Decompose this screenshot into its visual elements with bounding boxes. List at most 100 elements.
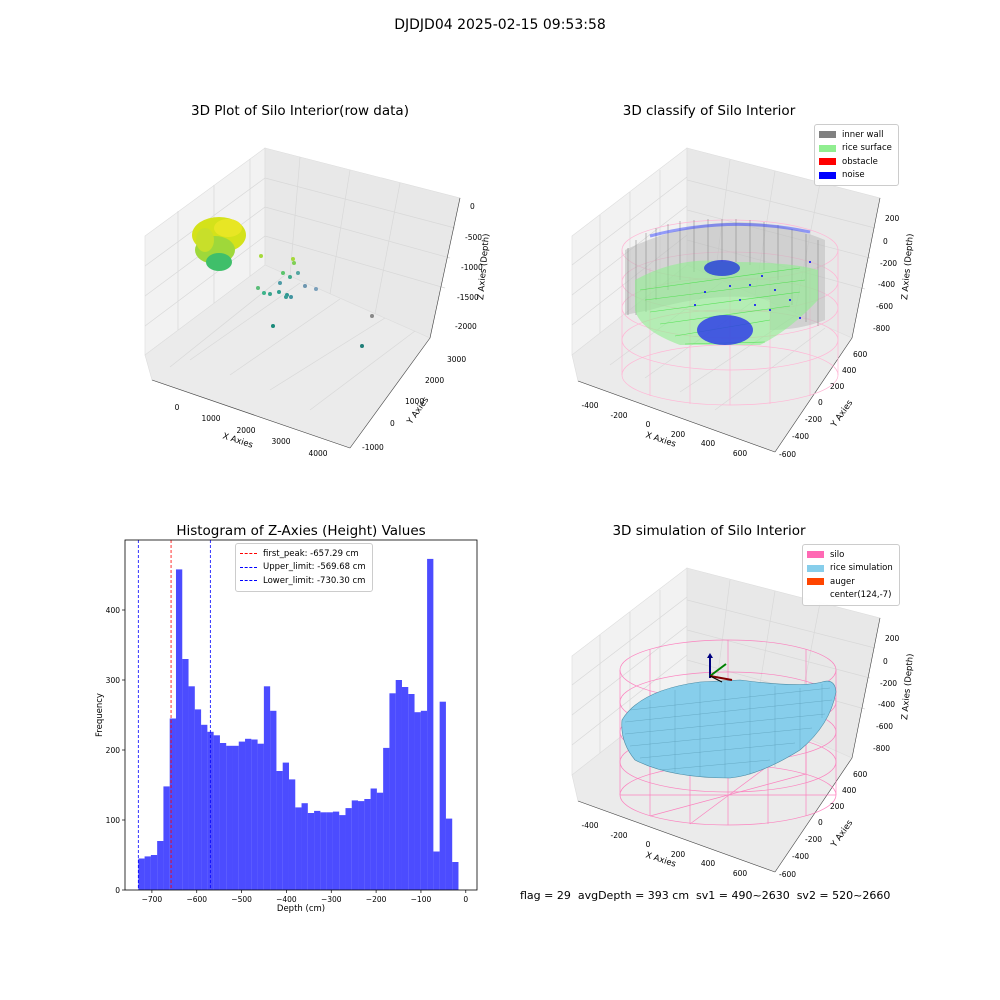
histogram-bar bbox=[314, 810, 321, 890]
simulation-ztick: 0 bbox=[883, 657, 888, 666]
raw-xtick: 2000 bbox=[236, 426, 255, 435]
obstacle-swatch bbox=[819, 158, 836, 166]
histogram-bar bbox=[351, 800, 359, 890]
classify-legend: inner wall rice surface obstacle noise bbox=[814, 124, 899, 186]
histogram-bar bbox=[420, 710, 428, 890]
classify-ytick: 0 bbox=[818, 398, 823, 407]
simulation-ytick: 400 bbox=[842, 786, 857, 795]
classify-xtick: -400 bbox=[581, 401, 598, 410]
x-tick-label: −600 bbox=[186, 895, 207, 904]
simulation-ytick: 200 bbox=[830, 802, 845, 811]
histogram-bar bbox=[383, 747, 390, 890]
classify-noise bbox=[649, 222, 811, 345]
histogram-bar bbox=[144, 856, 151, 890]
raw-ytick: -1000 bbox=[362, 443, 384, 452]
histogram-frame bbox=[124, 539, 478, 891]
simulation-xtick: 600 bbox=[733, 869, 748, 878]
histogram-bar bbox=[276, 771, 283, 890]
classify-ytick: 200 bbox=[830, 382, 845, 391]
classify-ztick: -600 bbox=[876, 302, 893, 311]
classify-xtick: 600 bbox=[733, 449, 748, 458]
histogram-legend: first_peak: -657.29 cm Upper_limit: -569… bbox=[235, 543, 373, 592]
y-tick-label: 300 bbox=[106, 676, 121, 685]
raw-ytick: 1000 bbox=[405, 397, 424, 406]
rice-simulation-swatch bbox=[807, 564, 824, 572]
raw-x-ticks: 0 1000 2000 3000 4000 bbox=[175, 403, 328, 458]
histogram-bar bbox=[295, 807, 302, 890]
simulation-ytick: 0 bbox=[818, 818, 823, 827]
classify-ytick: -400 bbox=[792, 432, 809, 441]
histogram-bar bbox=[332, 811, 340, 890]
raw-ytick: 2000 bbox=[425, 376, 444, 385]
first-peak-line-swatch bbox=[240, 553, 257, 555]
simulation-rice-surface bbox=[621, 679, 837, 779]
classify-ytick: 600 bbox=[853, 350, 868, 359]
legend-entry-lower-limit: Lower_limit: -730.30 cm bbox=[240, 574, 366, 588]
histogram-bar bbox=[452, 862, 459, 890]
simulation-ylabel: Y Axies bbox=[829, 818, 856, 850]
classify-ytick: 400 bbox=[842, 366, 857, 375]
raw-ztick: -2000 bbox=[455, 322, 477, 331]
raw-ztick: -500 bbox=[465, 233, 482, 242]
histogram-ylabel: Frequency bbox=[95, 693, 105, 737]
simulation-xtick: 0 bbox=[646, 840, 651, 849]
simulation-panel-title: 3D simulation of Silo Interior bbox=[612, 523, 806, 539]
histogram-bar bbox=[163, 786, 170, 890]
x-tick-label: −500 bbox=[231, 895, 252, 904]
raw-panel-title: 3D Plot of Silo Interior(row data) bbox=[191, 103, 409, 119]
histogram-bar bbox=[445, 818, 453, 890]
histogram-bar bbox=[157, 841, 164, 890]
histogram-bar bbox=[251, 739, 258, 890]
auger-swatch bbox=[807, 578, 824, 586]
simulation-ytick: -600 bbox=[779, 870, 796, 879]
simulation-ztick: 200 bbox=[885, 634, 900, 643]
classify-ztick: 0 bbox=[883, 237, 888, 246]
histogram-y-ticks: 0 100 200 300 400 bbox=[106, 606, 125, 895]
simulation-ytick: -200 bbox=[805, 835, 822, 844]
classify-rice-surface bbox=[635, 260, 818, 345]
raw-z-ticks: 0 -500 -1000 -1500 -2000 bbox=[455, 202, 483, 331]
simulation-ytick: -400 bbox=[792, 852, 809, 861]
simulation-auger-axes bbox=[707, 653, 733, 683]
legend-entry-center: center(124,-7) bbox=[807, 589, 893, 603]
histogram-bar bbox=[238, 741, 246, 890]
y-tick-label: 400 bbox=[106, 606, 121, 615]
histogram-bar bbox=[282, 762, 289, 890]
simulation-ytick: 600 bbox=[853, 770, 868, 779]
histogram-bar bbox=[232, 745, 239, 890]
raw-point-cloud bbox=[192, 217, 246, 271]
y-tick-label: 0 bbox=[115, 886, 120, 895]
histogram-bar bbox=[408, 694, 415, 890]
inner-wall-swatch bbox=[819, 131, 836, 139]
legend-entry-silo: silo bbox=[807, 548, 893, 562]
raw-ztick: -1500 bbox=[457, 293, 479, 302]
histogram-bar bbox=[175, 569, 183, 890]
histogram-x-ticks: −700 −600 −500 −400 −300 −200 −100 0 bbox=[142, 890, 468, 904]
histogram-bar bbox=[345, 808, 352, 890]
x-tick-label: −300 bbox=[321, 895, 342, 904]
classify-ytick: -600 bbox=[779, 450, 796, 459]
histogram-bar bbox=[219, 743, 227, 890]
x-tick-label: −100 bbox=[411, 895, 432, 904]
silo-swatch bbox=[807, 551, 824, 559]
raw-y-ticks: -1000 0 1000 2000 3000 bbox=[362, 355, 466, 452]
status-line: flag = 29 avgDepth = 393 cm sv1 = 490~26… bbox=[520, 889, 891, 902]
raw-ztick: -1000 bbox=[461, 263, 483, 272]
center-swatch bbox=[807, 591, 824, 599]
raw-3d-plot: 0 1000 2000 3000 4000 -1000 0 1000 2000 … bbox=[144, 147, 492, 458]
histogram-bar bbox=[364, 799, 371, 890]
legend-entry-first-peak: first_peak: -657.29 cm bbox=[240, 547, 366, 561]
histogram-bar bbox=[307, 813, 315, 890]
legend-entry-auger: auger bbox=[807, 575, 893, 589]
simulation-3d-plot: -400 -200 0 200 400 600 -600 -400 -200 0… bbox=[571, 567, 916, 879]
histogram-bar bbox=[427, 558, 434, 890]
histogram-bar bbox=[138, 858, 145, 890]
raw-xtick: 4000 bbox=[308, 449, 327, 458]
classify-xtick: 0 bbox=[646, 420, 651, 429]
histogram-bars bbox=[138, 558, 459, 890]
histogram-bar bbox=[188, 686, 195, 890]
classify-panel-title: 3D classify of Silo Interior bbox=[622, 103, 796, 119]
raw-xtick: 1000 bbox=[201, 414, 220, 423]
x-tick-label: −700 bbox=[142, 895, 163, 904]
